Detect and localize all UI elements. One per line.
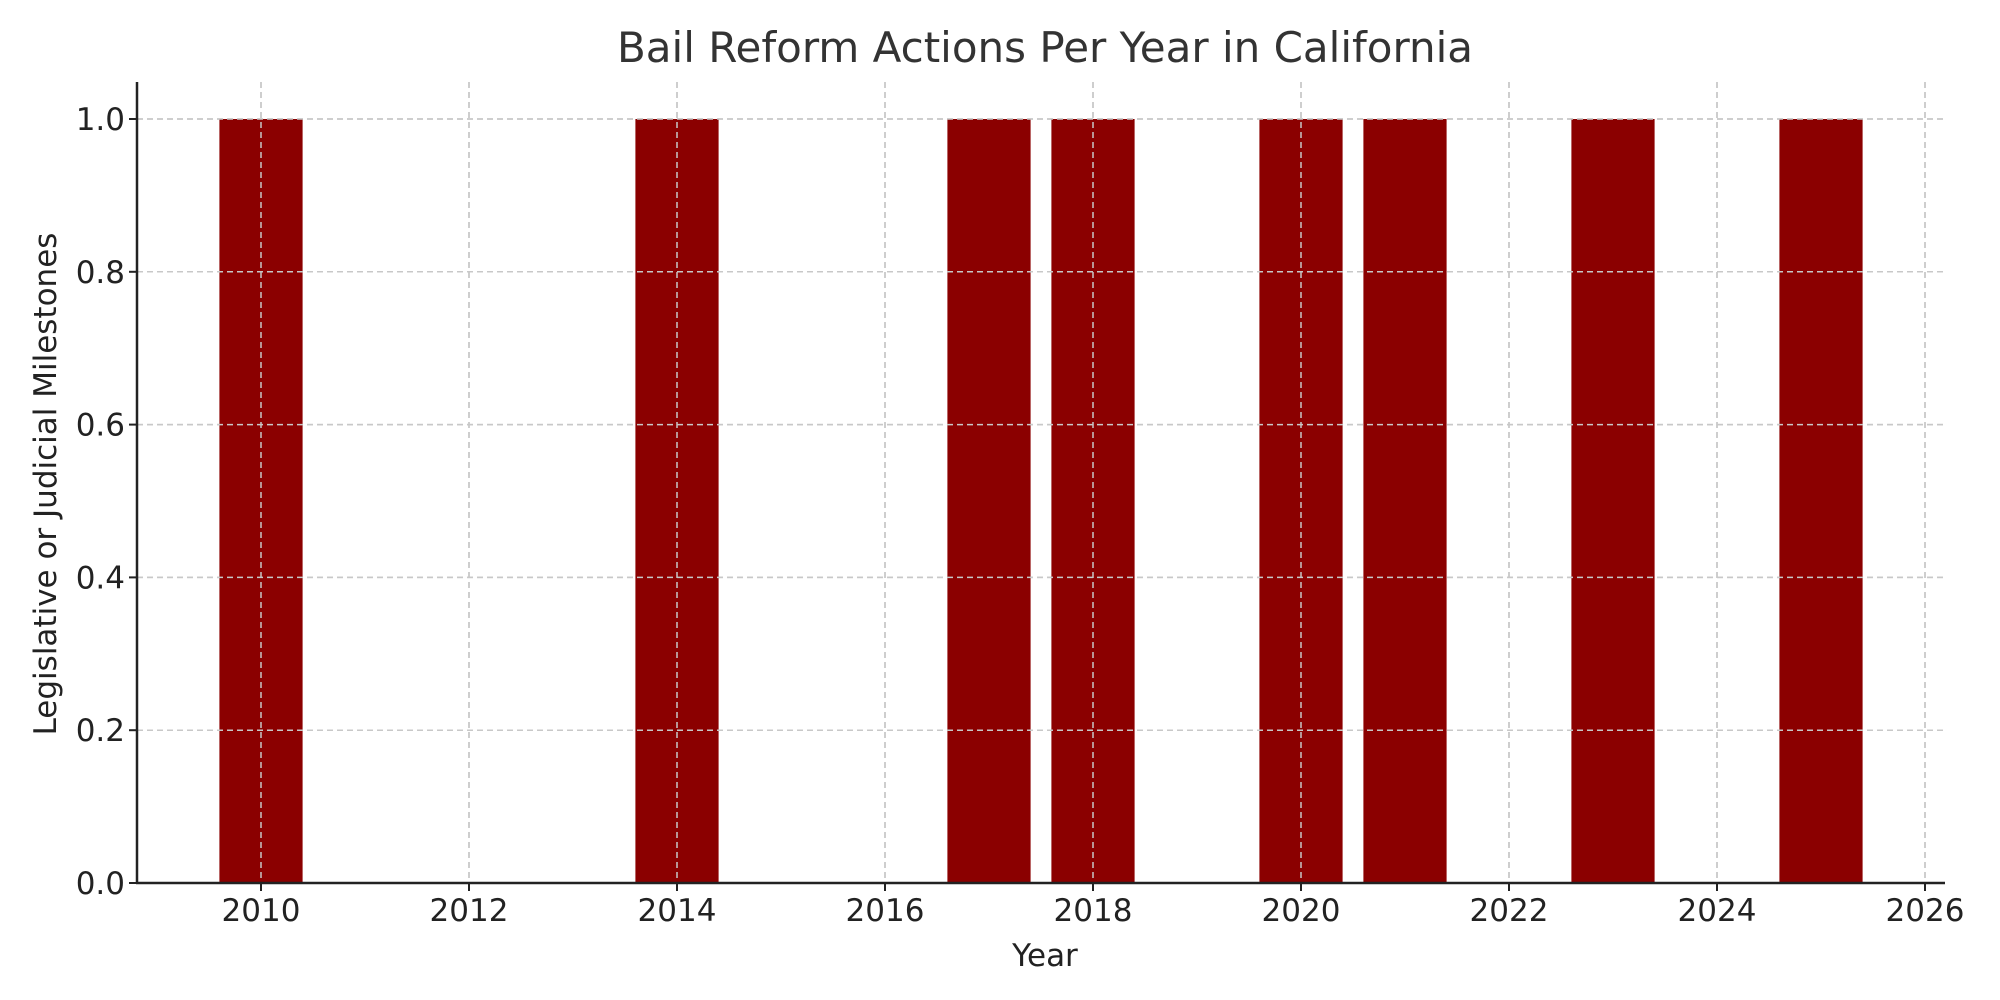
x-tick-label: 2016	[846, 893, 925, 929]
y-tick-label: 0.0	[76, 866, 125, 902]
x-tick-label: 2024	[1678, 893, 1757, 929]
y-axis-label: Legislative or Judicial Milestones	[28, 233, 64, 736]
bar-2021	[1363, 119, 1447, 883]
x-axis-label: Year	[1011, 938, 1078, 974]
y-tick-label: 0.4	[76, 560, 125, 596]
y-tick-label: 0.8	[76, 255, 125, 291]
x-tick-label: 2012	[430, 893, 509, 929]
bar-2017	[947, 119, 1031, 883]
x-tick-label: 2020	[1262, 893, 1341, 929]
bar-2025	[1779, 119, 1863, 883]
x-tick-label: 2026	[1886, 893, 1965, 929]
axes: 2010 2012 2014 2016 2018 2020 2022 2024 2026 0.0 0…	[76, 82, 1965, 929]
x-tick-label: 2010	[222, 893, 301, 929]
bar-2023	[1571, 119, 1655, 883]
grid-lines	[137, 82, 1945, 884]
y-tick-label: 1.0	[76, 102, 125, 138]
chart-title: Bail Reform Actions Per Year in Californ…	[617, 23, 1473, 72]
x-tick-label: 2018	[1054, 893, 1133, 929]
bars	[137, 82, 1945, 884]
x-tick-label: 2014	[638, 893, 717, 929]
y-tick-label: 0.6	[76, 408, 125, 444]
y-tick-label: 0.2	[76, 713, 125, 749]
x-tick-label: 2022	[1470, 893, 1549, 929]
